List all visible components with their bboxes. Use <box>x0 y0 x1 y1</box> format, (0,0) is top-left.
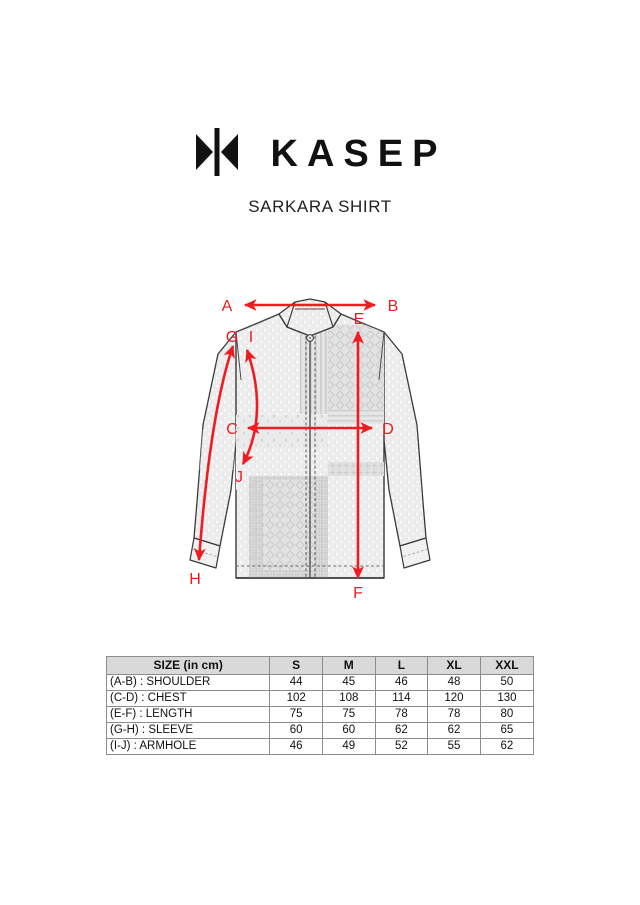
label-point-e: E <box>354 311 365 328</box>
label-point-h: H <box>189 571 201 588</box>
cell-sleeve-s: 60 <box>269 722 323 739</box>
cell-length-l: 78 <box>374 706 429 723</box>
header-size-s: S <box>269 656 323 675</box>
size-chart-table: SIZE (in cm) S M L XL XXL (A-B) : SHOULD… <box>105 656 535 755</box>
table-row: (E-F) : LENGTH 75 75 78 78 80 <box>105 706 535 723</box>
cell-chest-l: 114 <box>374 690 429 707</box>
shirt-technical-drawing: A B C D E F G H I J <box>175 280 445 620</box>
measurement-arrows <box>193 299 377 580</box>
arrow-sleeve-gh <box>193 344 235 562</box>
cell-shoulder-xxl: 50 <box>479 674 535 691</box>
cell-armhole-xxl: 62 <box>479 738 535 755</box>
cell-armhole-s: 46 <box>269 738 323 755</box>
cell-length-m: 75 <box>321 706 376 723</box>
label-point-a: A <box>222 298 233 315</box>
header-size-l: L <box>374 656 429 675</box>
label-point-g: G <box>226 329 238 346</box>
brand-lockup: KASEP <box>0 127 640 181</box>
row-label-shoulder: (A-B) : SHOULDER <box>105 674 271 691</box>
cell-sleeve-l: 62 <box>374 722 429 739</box>
table-row: (I-J) : ARMHOLE 46 49 52 55 62 <box>105 738 535 755</box>
cell-chest-m: 108 <box>321 690 376 707</box>
garment-shape <box>189 298 431 579</box>
cell-length-s: 75 <box>269 706 323 723</box>
cell-sleeve-xxl: 65 <box>479 722 535 739</box>
table-row: (G-H) : SLEEVE 60 60 62 62 65 <box>105 722 535 739</box>
label-point-c: C <box>226 421 238 438</box>
table-header-row: SIZE (in cm) S M L XL XXL <box>105 656 535 675</box>
cell-chest-xxl: 130 <box>479 690 535 707</box>
measurement-labels: A B C D E F G H I J <box>189 298 398 602</box>
arrow-armhole-ij <box>241 348 259 465</box>
header-size-xxl: XXL <box>479 656 535 675</box>
cell-armhole-xl: 55 <box>427 738 481 755</box>
row-label-chest: (C-D) : CHEST <box>105 690 271 707</box>
label-point-d: D <box>382 421 394 438</box>
table-row: (A-B) : SHOULDER 44 45 46 48 50 <box>105 674 535 691</box>
cell-length-xl: 78 <box>427 706 481 723</box>
header-size-label: SIZE (in cm) <box>105 656 271 675</box>
cell-sleeve-xl: 62 <box>427 722 481 739</box>
label-point-b: B <box>388 298 399 315</box>
row-label-length: (E-F) : LENGTH <box>105 706 271 723</box>
label-point-j: J <box>235 469 243 486</box>
cell-armhole-m: 49 <box>321 738 376 755</box>
brand-header: KASEP SARKARA SHIRT <box>0 127 640 217</box>
table-row: (C-D) : CHEST 102 108 114 120 130 <box>105 690 535 707</box>
cell-shoulder-s: 44 <box>269 674 323 691</box>
cell-length-xxl: 80 <box>479 706 535 723</box>
label-point-i: I <box>249 329 253 346</box>
cell-shoulder-m: 45 <box>321 674 376 691</box>
row-label-sleeve: (G-H) : SLEEVE <box>105 722 271 739</box>
kasep-double-chevron-mark-icon <box>194 127 240 181</box>
header-size-m: M <box>321 656 376 675</box>
cell-chest-xl: 120 <box>427 690 481 707</box>
size-chart-table-wrapper: SIZE (in cm) S M L XL XXL (A-B) : SHOULD… <box>105 656 535 755</box>
cell-chest-s: 102 <box>269 690 323 707</box>
cell-shoulder-l: 46 <box>374 674 429 691</box>
label-point-f: F <box>353 585 363 602</box>
product-subtitle: SARKARA SHIRT <box>248 197 392 216</box>
row-label-armhole: (I-J) : ARMHOLE <box>105 738 271 755</box>
cell-armhole-l: 52 <box>374 738 429 755</box>
cell-shoulder-xl: 48 <box>427 674 481 691</box>
brand-name: KASEP <box>270 133 447 175</box>
header-size-xl: XL <box>427 656 481 675</box>
cell-sleeve-m: 60 <box>321 722 376 739</box>
